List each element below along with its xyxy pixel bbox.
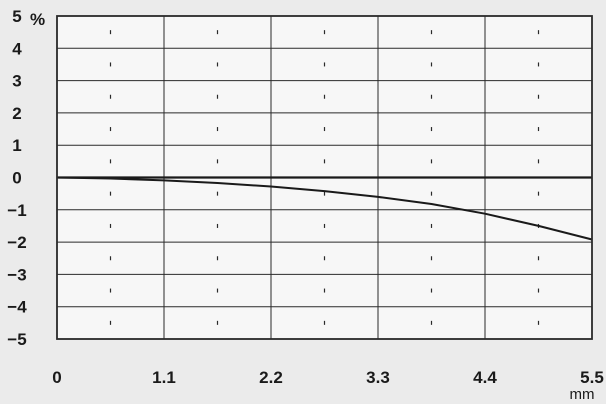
x-tick-label: 2.2 xyxy=(259,368,283,387)
x-tick-labels: 0 1.1 2.2 3.3 4.4 5.5 xyxy=(52,368,604,387)
y-tick-label: 5 xyxy=(12,7,21,26)
x-tick-label: 0 xyxy=(52,368,61,387)
y-tick-label: 0 xyxy=(12,169,21,188)
minor-ticks xyxy=(109,30,540,325)
y-tick-label: −4 xyxy=(7,298,27,317)
series-line-0 xyxy=(56,176,593,241)
y-tick-labels: −5 −4 −3 −2 −1 0 1 2 3 4 5 xyxy=(7,7,27,349)
series-layer xyxy=(56,176,593,241)
plot-border xyxy=(56,15,593,340)
y-tick-label: −3 xyxy=(7,265,26,284)
y-tick-label: −1 xyxy=(7,201,26,220)
x-unit-label: mm xyxy=(570,386,595,403)
y-tick-label: 1 xyxy=(12,136,21,155)
y-tick-label: −2 xyxy=(7,233,26,252)
x-tick-label: 1.1 xyxy=(152,368,176,387)
x-tick-label: 4.4 xyxy=(473,368,497,387)
y-tick-label: 4 xyxy=(12,39,22,58)
x-tick-label: 5.5 xyxy=(580,368,604,387)
y-tick-label: 2 xyxy=(12,104,21,123)
x-tick-label: 3.3 xyxy=(366,368,390,387)
grid xyxy=(57,16,592,339)
y-tick-label: 3 xyxy=(12,72,21,91)
y-unit-label: % xyxy=(30,10,45,29)
y-tick-label: −5 xyxy=(7,330,26,349)
plot-frame xyxy=(56,15,593,340)
